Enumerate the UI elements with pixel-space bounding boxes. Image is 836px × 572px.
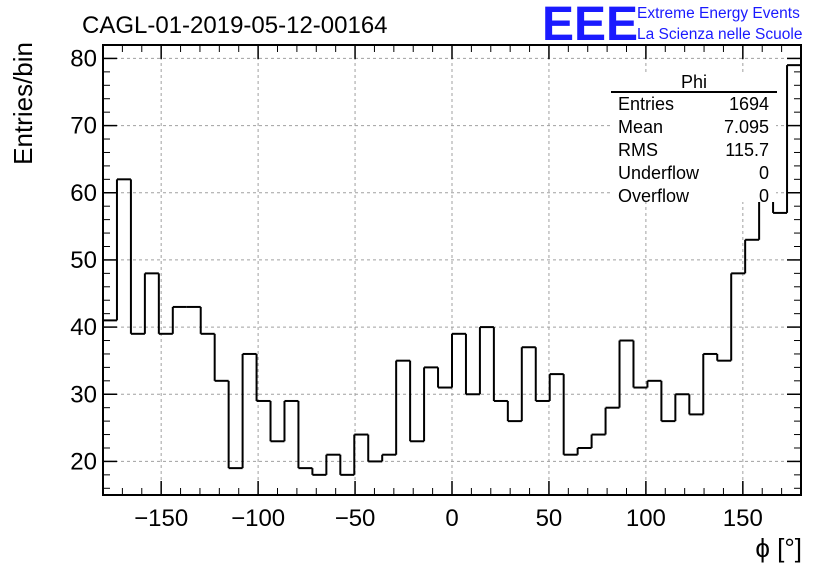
y-tick-label: 20 [70, 448, 97, 475]
logo-line1: Extreme Energy Events [637, 5, 800, 22]
chart-title: CAGL-01-2019-05-12-00164 [82, 12, 388, 39]
x-tick-label: 0 [445, 505, 458, 532]
x-tick-label: 150 [723, 505, 763, 532]
y-tick-label: 40 [70, 314, 97, 341]
stats-value: 1694 [729, 94, 769, 114]
stats-box-title: Phi [681, 72, 707, 92]
tick-labels: −150 −100 −50 0 50 100 150 20 30 40 50 60 70 80 [70, 45, 763, 532]
y-axis-label: Entries/bin [8, 42, 38, 165]
x-tick-label: −150 [134, 505, 188, 532]
x-tick-label: 100 [626, 505, 666, 532]
x-tick-label: −100 [231, 505, 285, 532]
stats-label: Overflow [618, 186, 690, 206]
stats-box: Phi Entries 1694 Mean 7.095 RMS 115.7 Underflo… [611, 72, 777, 206]
stats-value: 0 [759, 163, 769, 183]
y-tick-label: 60 [70, 180, 97, 207]
logo-mark: EEE [542, 0, 638, 51]
stats-box-background [612, 74, 776, 202]
y-tick-label: 70 [70, 113, 97, 140]
stats-label: Underflow [618, 163, 700, 183]
axis-ticks [102, 44, 802, 495]
stats-value: 115.7 [725, 140, 769, 160]
stats-value: 7.095 [724, 117, 769, 137]
stats-value: 0 [759, 186, 769, 206]
y-tick-label: 30 [70, 381, 97, 408]
eee-logo: EEE Extreme Energy Events La Scienza nel… [542, 0, 802, 51]
x-axis-label: ϕ [°] [755, 533, 802, 563]
x-tick-label: 50 [536, 505, 563, 532]
x-tick-label: −50 [335, 505, 376, 532]
y-tick-label: 80 [70, 45, 97, 72]
logo-line2: La Scienza nelle Scuole [637, 26, 802, 43]
plot-frame [102, 44, 802, 496]
histogram-series [103, 64, 801, 476]
stats-label: Mean [618, 117, 663, 137]
stats-label: RMS [618, 140, 658, 160]
stats-label: Entries [618, 94, 674, 114]
y-tick-label: 50 [70, 247, 97, 274]
